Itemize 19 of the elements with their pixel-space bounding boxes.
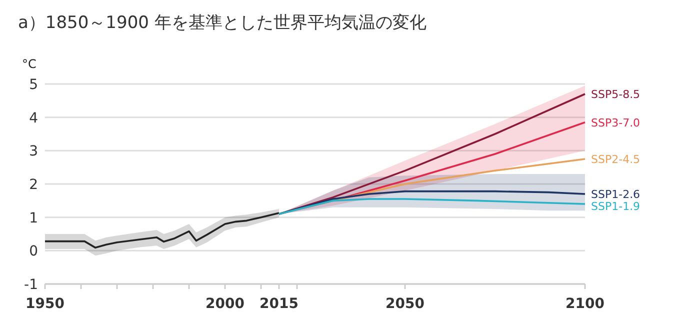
x-tick-label: 2050 — [386, 296, 425, 312]
y-tick-label: -1 — [24, 277, 38, 293]
y-tick-label: 1 — [29, 210, 38, 226]
series-label: SSP1-1.9 — [591, 200, 640, 213]
y-tick-label: 5 — [29, 77, 38, 93]
series-label: SSP1-2.6 — [591, 188, 640, 201]
chart-title: a）1850～1900 年を基準とした世界平均気温の変化 — [18, 13, 426, 33]
y-tick-label: 3 — [29, 144, 38, 160]
x-tick-label: 1950 — [26, 296, 65, 312]
y-tick-label: 0 — [29, 244, 38, 260]
x-tick-label: 2100 — [566, 296, 605, 312]
series-label: SSP2-4.5 — [591, 153, 640, 166]
series-label: SSP3-7.0 — [591, 116, 640, 130]
series-label: SSP5-8.5 — [591, 88, 640, 101]
x-tick-label: 2000 — [206, 296, 245, 312]
y-axis-title: °C — [22, 57, 36, 71]
x-tick-label: 2015 — [260, 296, 298, 312]
y-tick-label: 2 — [29, 177, 38, 193]
y-tick-label: 4 — [29, 110, 38, 126]
